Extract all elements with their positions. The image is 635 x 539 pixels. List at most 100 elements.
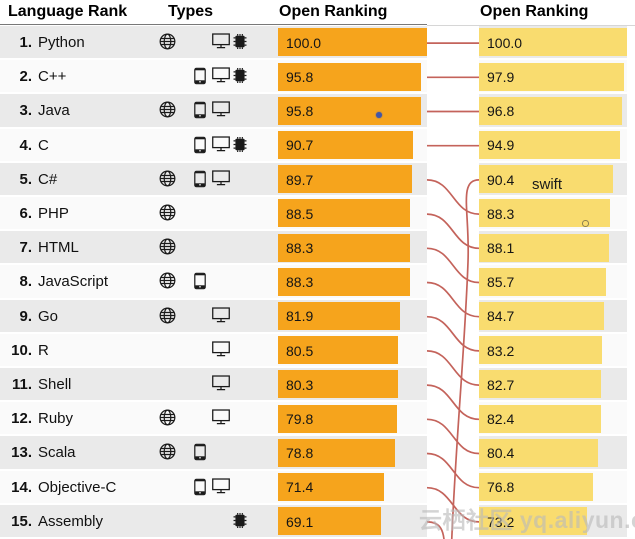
open-ranking-bar[interactable]: 76.8	[479, 472, 593, 501]
right-ranking-row[interactable]: 100.0	[479, 26, 627, 61]
open-ranking-bar[interactable]: 88.3	[278, 233, 410, 262]
table-row[interactable]: 9. Go 81.9	[0, 299, 427, 334]
language-name: Ruby	[38, 410, 74, 428]
ranking-value: 78.8	[286, 445, 314, 462]
open-ranking-bar[interactable]: 84.7	[479, 301, 605, 330]
chip-icon	[232, 136, 250, 154]
open-ranking-bar[interactable]: 82.4	[479, 404, 601, 433]
open-ranking-bar[interactable]: 69.1	[278, 507, 381, 536]
open-ranking-bar[interactable]: 71.4	[278, 472, 385, 501]
table-row[interactable]: 6. PHP 88.5	[0, 197, 427, 232]
open-ranking-bar[interactable]: 85.7	[479, 267, 606, 296]
open-ranking-bar[interactable]: 89.7	[278, 165, 412, 194]
right-ranking-row[interactable]: 88.1	[479, 231, 627, 266]
right-ranking-row[interactable]: 80.4	[479, 436, 627, 471]
ranking-value: 79.8	[286, 411, 314, 428]
open-ranking-bar[interactable]: 94.9	[479, 130, 620, 159]
table-row[interactable]: 5. C# 89.7	[0, 162, 427, 197]
open-ranking-bar[interactable]: 81.9	[278, 301, 400, 330]
column-header-open-ranking-right[interactable]: Open Ranking	[480, 3, 589, 20]
ranking-value: 84.7	[487, 308, 515, 325]
table-row[interactable]: 2. C++ 95.8	[0, 60, 427, 95]
right-ranking-row[interactable]: 82.4	[479, 402, 627, 437]
language-name: HTML	[38, 239, 79, 257]
ranking-value: 94.9	[487, 137, 515, 154]
open-ranking-bar[interactable]: 78.8	[278, 438, 396, 467]
open-ranking-bar[interactable]: 88.3	[278, 267, 410, 296]
open-ranking-bar[interactable]: 96.8	[479, 96, 623, 125]
ranking-value: 100.0	[286, 34, 322, 51]
open-ranking-bar[interactable]: 100.0	[278, 28, 427, 57]
phone-icon	[194, 272, 212, 290]
phone-icon	[194, 136, 212, 154]
connector-line	[426, 452, 480, 489]
table-row[interactable]: 10. R 80.5	[0, 333, 427, 368]
language-name: PHP	[38, 205, 69, 222]
table-row[interactable]: 14. Objective-C 71.4	[0, 470, 427, 505]
column-header-open-ranking-left[interactable]: Open Ranking	[279, 3, 388, 20]
monitor-icon	[212, 33, 230, 51]
table-row[interactable]: 3. Java 95.8	[0, 94, 427, 129]
open-ranking-bar[interactable]: 88.1	[479, 233, 610, 262]
right-ranking-row[interactable]: 90.4	[479, 162, 627, 197]
right-ranking-row[interactable]: 83.2	[479, 333, 627, 368]
ranking-value: 82.4	[487, 411, 515, 428]
ranking-value: 88.3	[286, 240, 314, 257]
rank-number: 5.	[19, 170, 32, 188]
right-ranking-row[interactable]: 96.8	[479, 94, 627, 129]
header-underline-left	[0, 23, 427, 25]
open-ranking-bar[interactable]: 88.3	[479, 199, 610, 228]
language-name: Python	[38, 34, 85, 51]
connector-line	[426, 281, 480, 318]
globe-icon	[159, 409, 177, 427]
open-ranking-bar[interactable]: 95.8	[278, 62, 421, 91]
open-ranking-bar[interactable]: 82.7	[479, 370, 602, 399]
table-row[interactable]: 11. Shell 80.3	[0, 368, 427, 403]
open-ranking-bar[interactable]: 90.4	[479, 165, 613, 194]
chip-icon	[232, 512, 250, 530]
open-ranking-bar[interactable]: 83.2	[479, 336, 603, 365]
ranking-value: 81.9	[286, 308, 314, 325]
open-ranking-bar[interactable]: 95.8	[278, 96, 421, 125]
right-ranking-row[interactable]: 85.7	[479, 265, 627, 300]
monitor-icon	[212, 101, 230, 119]
table-row[interactable]: 4. C 90.7	[0, 128, 427, 163]
language-name: Scala	[38, 444, 76, 462]
open-ranking-bar[interactable]: 73.2	[479, 507, 588, 536]
open-ranking-bar[interactable]: 100.0	[479, 28, 627, 57]
language-name: Assembly	[38, 512, 104, 530]
ranking-value: 80.5	[286, 342, 314, 359]
ranking-value: 88.3	[286, 274, 314, 291]
right-ranking-row[interactable]: 84.7	[479, 299, 627, 334]
table-row[interactable]: 13. Scala 78.8	[0, 436, 427, 471]
connector-line	[426, 213, 480, 250]
open-ranking-bar[interactable]: 97.9	[479, 62, 624, 91]
table-row[interactable]: 1. Python 100.0	[0, 26, 427, 61]
ranking-value: 82.7	[487, 376, 515, 393]
ranking-value: 90.4	[487, 171, 515, 188]
open-ranking-bar[interactable]: 80.4	[479, 438, 598, 467]
ranking-value: 97.9	[487, 69, 515, 86]
watermark-text: 云栖社区 yq.aliyun.com	[419, 507, 635, 533]
right-ranking-row[interactable]: 88.3	[479, 197, 627, 232]
globe-icon	[159, 101, 177, 119]
ranking-value: 89.7	[286, 171, 314, 188]
right-ranking-row[interactable]: 73.2	[479, 504, 627, 539]
open-ranking-bar[interactable]: 88.5	[278, 199, 410, 228]
right-ranking-row[interactable]: 94.9	[479, 128, 627, 163]
open-ranking-bar[interactable]: 79.8	[278, 404, 397, 433]
cursor-dot	[376, 112, 382, 118]
open-ranking-bar[interactable]: 90.7	[278, 130, 414, 159]
right-ranking-row[interactable]: 82.7	[479, 368, 627, 403]
right-ranking-row[interactable]: 97.9	[479, 60, 627, 95]
table-row[interactable]: 15. Assembly 69.1	[0, 504, 427, 539]
table-row[interactable]: 7. HTML 88.3	[0, 231, 427, 266]
open-ranking-bar[interactable]: 80.3	[278, 370, 398, 399]
table-row[interactable]: 12. Ruby 79.8	[0, 402, 427, 437]
right-ranking-row[interactable]: 76.8	[479, 470, 627, 505]
open-ranking-bar[interactable]: 80.5	[278, 336, 398, 365]
table-row[interactable]: 8. JavaScript 88.3	[0, 265, 427, 300]
monitor-icon	[212, 375, 230, 393]
chip-icon	[232, 33, 250, 51]
ranking-value: 71.4	[286, 479, 314, 496]
